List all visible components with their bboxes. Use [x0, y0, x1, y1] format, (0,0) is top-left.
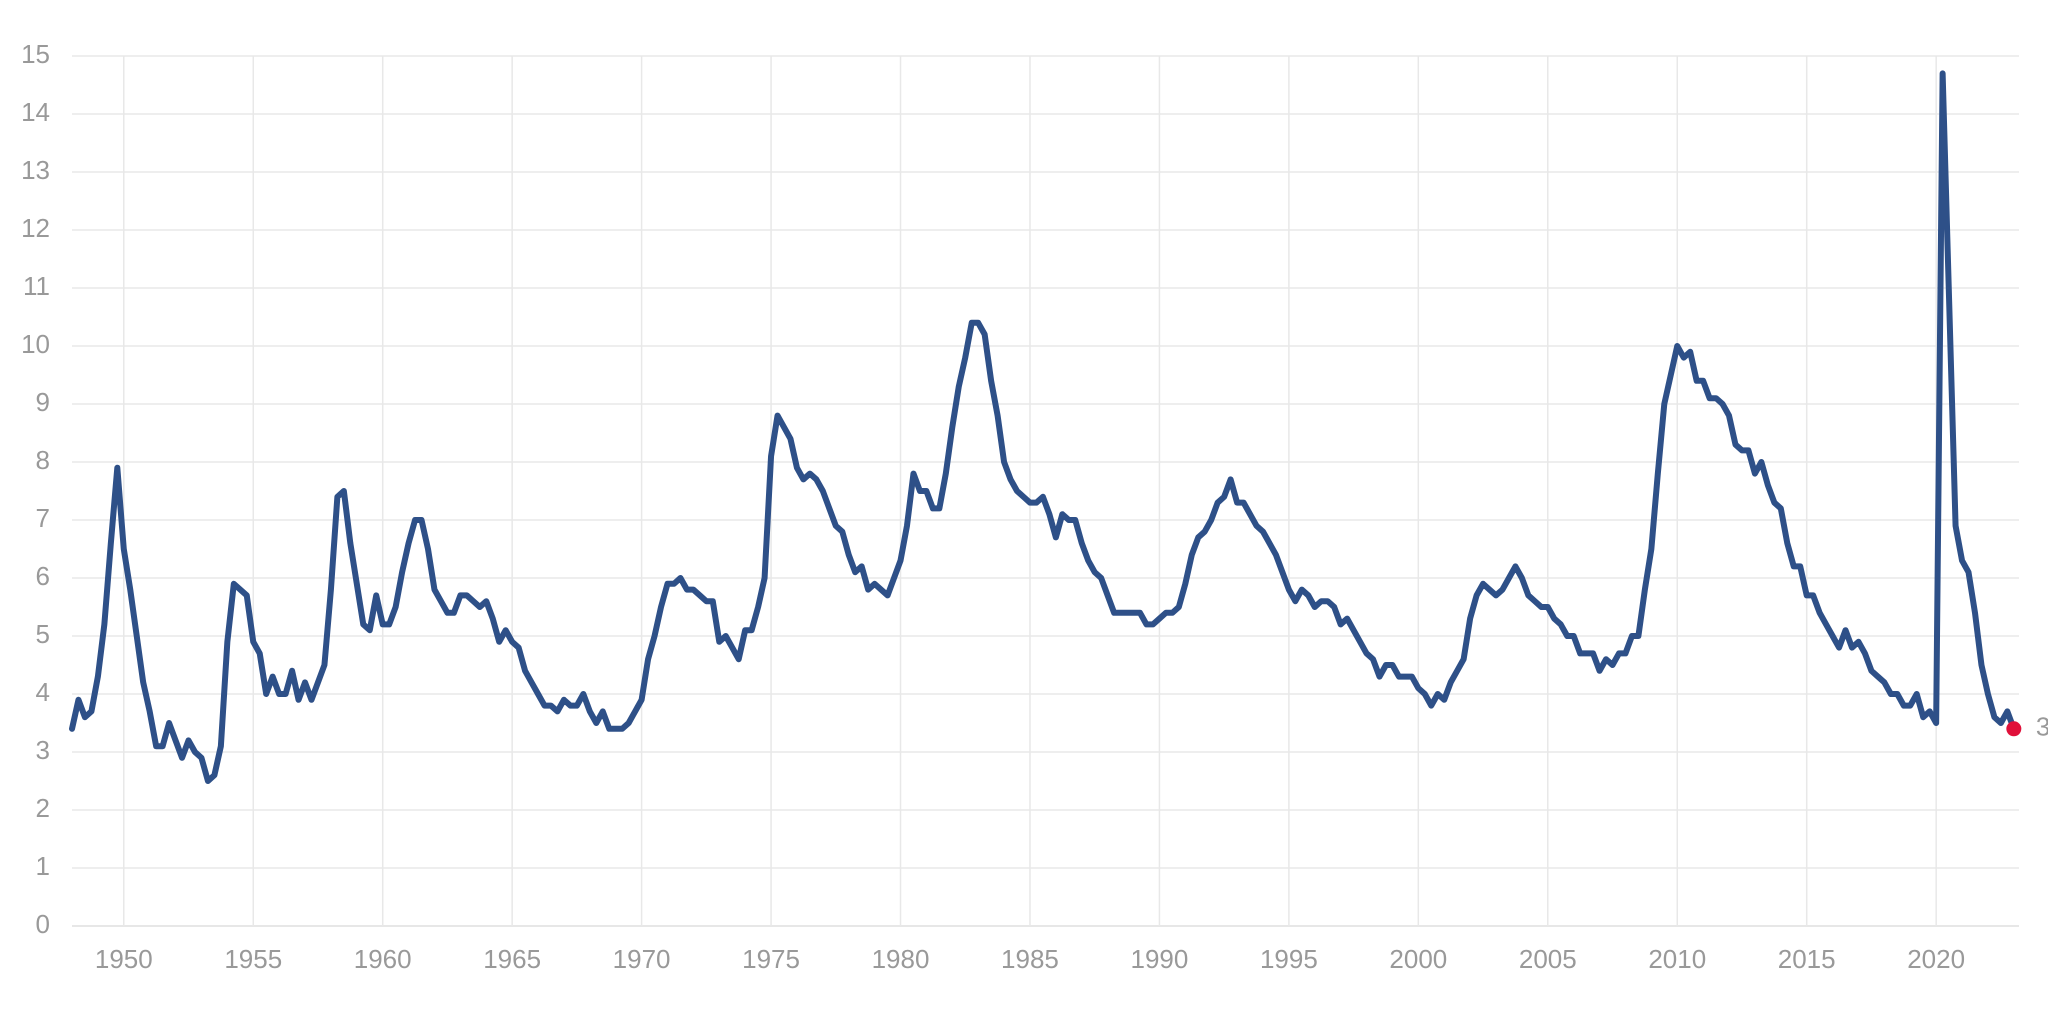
- x-tick-label: 1985: [1001, 944, 1059, 974]
- x-tick-label: 1975: [742, 944, 800, 974]
- y-tick-label: 13: [21, 155, 50, 185]
- y-tick-label: 1: [36, 851, 50, 881]
- y-tick-label: 11: [23, 271, 50, 301]
- y-tick-label: 9: [36, 387, 50, 417]
- y-tick-label: 12: [21, 213, 50, 243]
- x-tick-label: 1980: [872, 944, 930, 974]
- x-tick-label: 1950: [95, 944, 153, 974]
- y-tick-label: 6: [36, 561, 50, 591]
- x-tick-label: 1990: [1130, 944, 1188, 974]
- end-label: 3.4: [2036, 712, 2048, 742]
- y-tick-label: 2: [36, 793, 50, 823]
- end-marker: [2006, 721, 2022, 737]
- y-tick-label: 14: [21, 97, 50, 127]
- x-tick-label: 2020: [1907, 944, 1965, 974]
- x-tick-label: 1995: [1260, 944, 1318, 974]
- x-tick-label: 1960: [354, 944, 412, 974]
- x-tick-label: 1970: [613, 944, 671, 974]
- y-tick-label: 5: [36, 619, 50, 649]
- y-tick-label: 10: [21, 329, 50, 359]
- data-line: [69, 70, 2017, 784]
- y-tick-label: 3: [36, 735, 50, 765]
- y-tick-label: 0: [36, 909, 50, 939]
- y-tick-label: 15: [21, 39, 50, 69]
- x-tick-label: 2005: [1519, 944, 1577, 974]
- y-tick-label: 7: [36, 503, 50, 533]
- x-tick-label: 1965: [483, 944, 541, 974]
- y-tick-label: 4: [36, 677, 50, 707]
- y-tick-label: 8: [36, 445, 50, 475]
- x-tick-label: 2015: [1778, 944, 1836, 974]
- x-tick-label: 2010: [1648, 944, 1706, 974]
- x-tick-label: 1955: [224, 944, 282, 974]
- x-tick-label: 2000: [1389, 944, 1447, 974]
